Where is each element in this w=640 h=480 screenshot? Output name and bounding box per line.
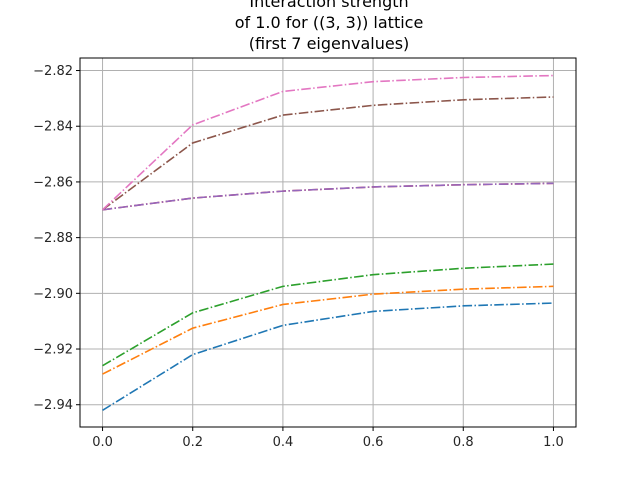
y-axis-ticks: −2.94 −2.92 −2.90 −2.88 −2.86 −2.84 −2.82	[33, 64, 80, 413]
x-tick-label: 0.6	[363, 435, 384, 450]
series-lines	[102, 74, 554, 411]
series-line-5	[102, 182, 554, 211]
y-tick-label: −2.84	[33, 120, 73, 135]
series-line-1	[102, 302, 554, 411]
title-line-1: Interaction strength	[249, 0, 408, 11]
series-line-7	[102, 74, 554, 211]
y-tick-label: −2.82	[33, 64, 73, 79]
plot-frame	[79, 57, 577, 428]
x-tick-label: 0.4	[273, 435, 294, 450]
x-tick-label: 0.0	[92, 435, 113, 450]
title-line-2: of 1.0 for ((3, 3)) lattice	[235, 13, 424, 32]
title-line-3: (first 7 eigenvalues)	[249, 34, 410, 53]
x-tick-label: 0.8	[453, 435, 474, 450]
series-line-2	[102, 285, 554, 375]
grid	[80, 58, 576, 427]
y-tick-label: −2.92	[33, 343, 73, 358]
x-axis-ticks: 0.0 0.2 0.4 0.6 0.8 1.0	[92, 427, 564, 450]
x-tick-label: 1.0	[543, 435, 564, 450]
y-tick-label: −2.94	[33, 398, 73, 413]
y-tick-label: −2.86	[33, 175, 73, 190]
y-tick-label: −2.88	[33, 231, 73, 246]
chart-title: Interaction strength of 1.0 for ((3, 3))…	[235, 0, 424, 53]
x-tick-label: 0.2	[182, 435, 203, 450]
series-line-3	[102, 263, 554, 367]
series-line-6	[102, 96, 554, 211]
series-line-4	[102, 182, 554, 211]
y-tick-label: −2.90	[33, 287, 73, 302]
